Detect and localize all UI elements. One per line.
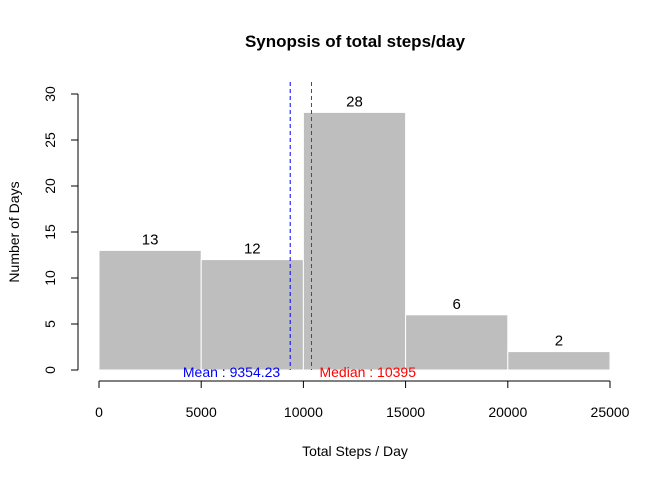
y-tick-label: 0 xyxy=(42,366,58,374)
histogram-bar xyxy=(302,111,407,371)
x-axis-label: Total Steps / Day xyxy=(302,443,408,459)
y-tick-label: 15 xyxy=(42,224,58,240)
bar-count-label: 28 xyxy=(346,93,363,110)
x-tick-label: 5000 xyxy=(186,404,217,420)
y-tick-label: 20 xyxy=(42,178,58,194)
histogram-bar xyxy=(200,259,304,371)
histogram-bar xyxy=(98,249,202,371)
reference-lines-group: Mean : 9354.23 Median : 10395 xyxy=(183,82,416,380)
bar-count-label: 13 xyxy=(142,231,159,248)
x-tick-label: 10000 xyxy=(284,404,323,420)
bar-count-label: 2 xyxy=(555,333,563,350)
y-tick-label: 30 xyxy=(42,86,58,102)
x-tick-label: 25000 xyxy=(591,404,630,420)
y-tick-label: 10 xyxy=(42,270,58,286)
x-tick-label: 0 xyxy=(95,404,103,420)
x-tick-label: 15000 xyxy=(386,404,425,420)
y-tick-label: 5 xyxy=(42,320,58,328)
mean-annotation: Mean : 9354.23 xyxy=(183,364,281,380)
bar-count-label: 12 xyxy=(244,241,261,258)
chart-title: Synopsis of total steps/day xyxy=(245,32,466,51)
bars-group xyxy=(98,111,611,371)
bar-count-label: 6 xyxy=(453,296,461,313)
x-axis: 0 5000 10000 15000 20000 25000 xyxy=(95,380,630,420)
bar-labels-group: 13 12 28 6 2 xyxy=(142,93,563,349)
y-axis-label: Number of Days xyxy=(6,181,22,282)
histogram-bar xyxy=(405,314,509,371)
histogram-bar xyxy=(507,351,611,371)
y-tick-label: 25 xyxy=(42,132,58,148)
median-annotation: Median : 10395 xyxy=(319,364,416,380)
x-tick-label: 20000 xyxy=(488,404,527,420)
y-axis: 0 5 10 15 20 25 30 xyxy=(42,86,79,374)
